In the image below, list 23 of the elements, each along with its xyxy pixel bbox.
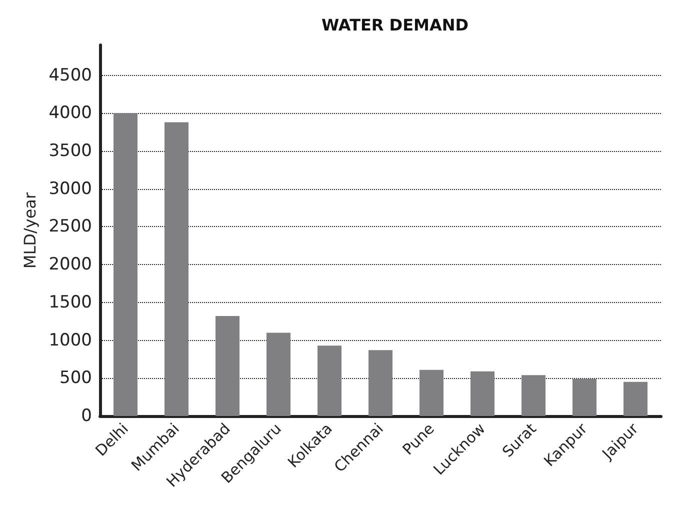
bar	[572, 378, 596, 416]
bar	[420, 370, 444, 416]
y-tick-label: 1500	[48, 292, 92, 312]
y-axis-title: MLD/year	[20, 192, 40, 269]
bar	[216, 316, 240, 416]
bar	[470, 371, 494, 416]
bar	[164, 122, 188, 416]
bar	[368, 350, 392, 416]
y-tick-label: 4500	[48, 65, 92, 86]
y-tick-label: 3000	[48, 178, 92, 199]
y-tick-label: 2500	[48, 216, 92, 237]
y-tick-label: 500	[60, 368, 92, 388]
bar	[318, 346, 342, 416]
y-tick-label: 0	[81, 406, 92, 426]
bar	[624, 382, 648, 416]
chart-title: WATER DEMAND	[322, 16, 468, 34]
bar	[266, 332, 290, 416]
bar	[114, 113, 138, 416]
y-tick-label: 4000	[48, 103, 92, 124]
y-tick-label: 3500	[48, 141, 92, 161]
bar	[522, 375, 546, 416]
y-tick-label: 2000	[48, 254, 92, 275]
y-tick-label: 1000	[48, 330, 92, 350]
